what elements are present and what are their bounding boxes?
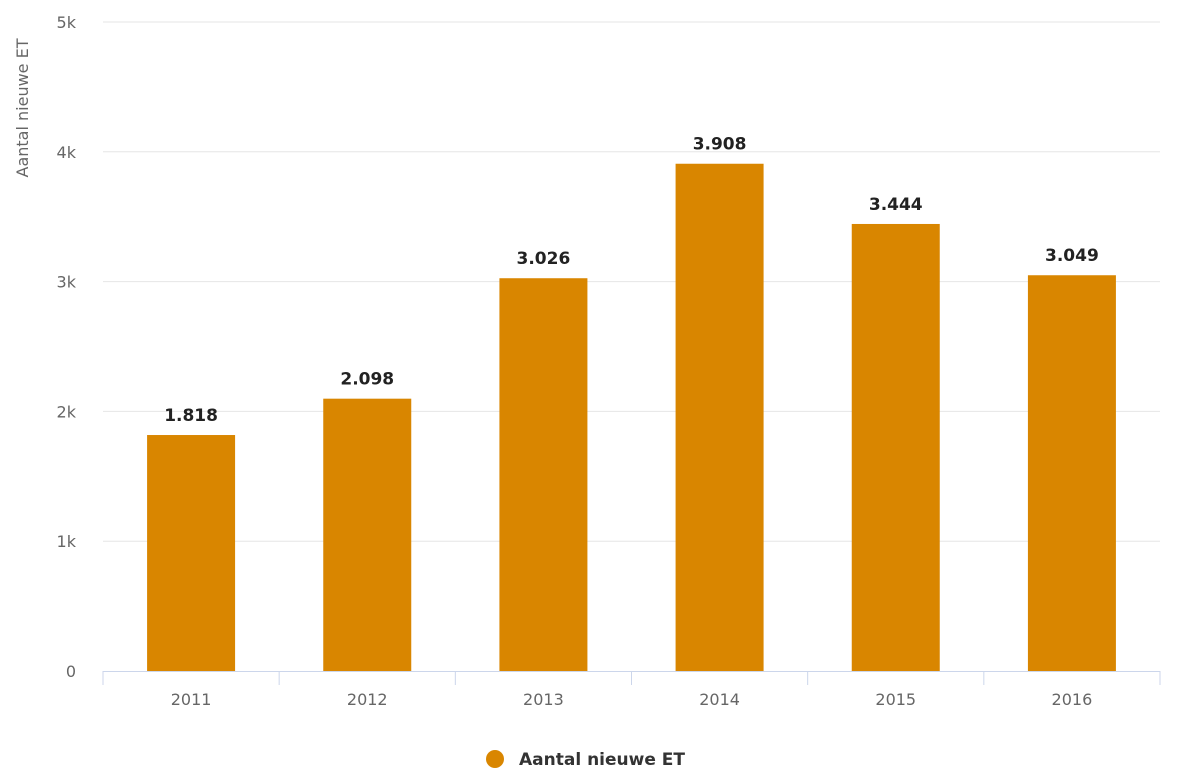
gridlines [103,21,1160,542]
y-tick-label: 1k [57,532,77,551]
bar[interactable] [147,435,236,671]
bar[interactable] [499,278,588,671]
bar[interactable] [675,163,764,672]
legend[interactable]: Aantal nieuwe ET [486,750,685,770]
x-tick-label: 2011 [171,690,212,709]
bar[interactable] [323,398,412,671]
x-tick-label: 2014 [699,690,740,709]
data-labels: 1.818 2.098 3.026 3.908 3.444 3.049 [164,135,1099,426]
legend-marker-icon [486,750,504,768]
y-tick-label: 3k [57,273,77,292]
x-tick-label: 2012 [347,690,388,709]
x-tick-label: 2015 [875,690,916,709]
data-label: 2.098 [340,370,394,390]
data-label: 3.026 [517,249,571,269]
x-axis: 2011 2012 2013 2014 2015 2016 [102,671,1161,709]
data-label: 3.908 [693,135,747,155]
bar[interactable] [851,223,940,671]
y-tick-label: 5k [57,13,77,32]
y-tick-label: 0 [66,662,76,681]
x-tick-label: 2013 [523,690,564,709]
bars [147,163,1116,672]
y-axis-title: Aantal nieuwe ET [13,38,32,177]
data-label: 3.444 [869,195,923,215]
y-tick-label: 4k [57,143,77,162]
x-tick-label: 2016 [1052,690,1093,709]
data-label: 3.049 [1045,246,1099,266]
legend-label[interactable]: Aantal nieuwe ET [519,750,685,770]
data-label: 1.818 [164,406,218,426]
bar[interactable] [1027,275,1116,671]
y-tick-label: 2k [57,402,77,421]
y-axis-ticks: 0 1k 2k 3k 4k 5k [57,13,77,681]
